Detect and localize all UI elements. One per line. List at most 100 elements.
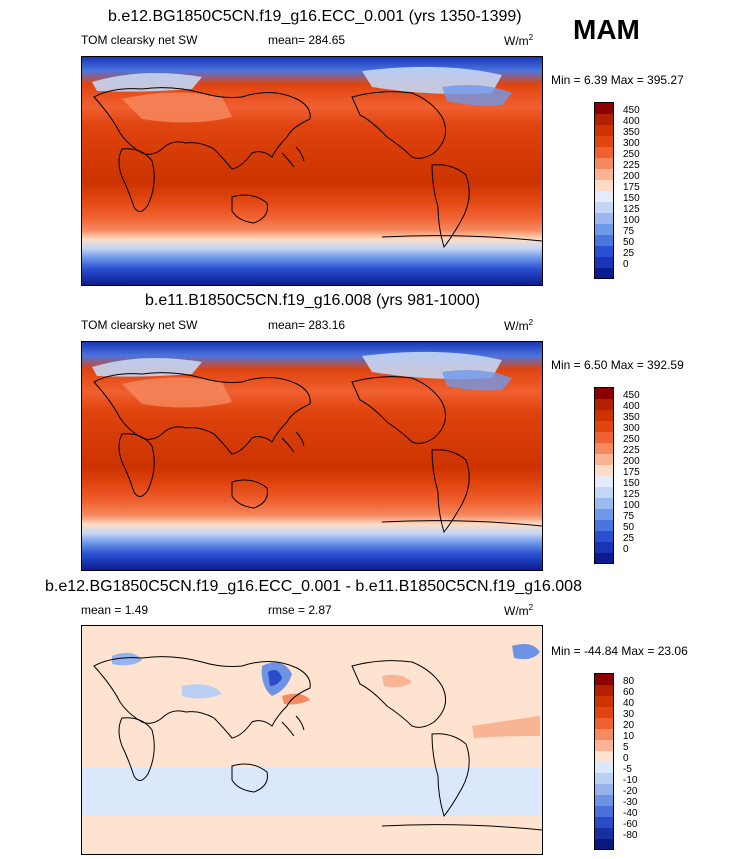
colorbar-box (595, 202, 613, 213)
colorbar-label: 20 (623, 720, 635, 731)
colorbar-box (595, 235, 613, 246)
colorbar-label: 100 (623, 500, 640, 511)
variable-label: TOM clearsky net SW (81, 318, 198, 332)
colorbar-label: 175 (623, 182, 640, 193)
colorbar-label: 175 (623, 467, 640, 478)
colorbar-box (595, 158, 613, 169)
colorbar-label: 150 (623, 193, 640, 204)
colorbar-box (595, 553, 613, 563)
colorbar-box (595, 246, 613, 257)
colorbar (594, 102, 614, 279)
colorbar-label: 50 (623, 522, 635, 533)
colorbar-label: 0 (623, 259, 629, 270)
rmse-label: rmse = 2.87 (268, 603, 332, 617)
colorbar-box (595, 421, 613, 432)
season-label: MAM (573, 14, 640, 45)
mean-label: mean= 284.65 (268, 33, 346, 47)
colorbar (594, 673, 614, 850)
map-plot (81, 341, 543, 571)
panel-title: b.e12.BG1850C5CN.f19_g16.ECC_0.001 (yrs … (108, 8, 522, 25)
colorbar-label: 250 (623, 149, 640, 160)
colorbar-label: -30 (623, 797, 638, 808)
colorbar-label: 0 (623, 544, 629, 555)
colorbar-box (595, 147, 613, 158)
colorbar-label: 80 (623, 676, 635, 687)
colorbar-label: 0 (623, 753, 629, 764)
colorbar-label: 10 (623, 731, 635, 742)
colorbar-box (595, 784, 613, 795)
colorbar-box (595, 828, 613, 839)
colorbar-label: 350 (623, 412, 640, 423)
colorbar-label: 225 (623, 160, 640, 171)
mean-label: mean = 1.49 (81, 603, 149, 617)
colorbar-label: 50 (623, 237, 635, 248)
variable-label: TOM clearsky net SW (81, 33, 198, 47)
colorbar-label: 100 (623, 215, 640, 226)
colorbar-label: 30 (623, 709, 635, 720)
colorbar-label: 250 (623, 434, 640, 445)
colorbar-box (595, 114, 613, 125)
colorbar-box (595, 465, 613, 476)
colorbar (594, 387, 614, 564)
colorbar-label: 450 (623, 105, 640, 116)
colorbar-label: -80 (623, 830, 638, 841)
min-max-label: Min = -44.84 Max = 23.06 (551, 644, 688, 658)
colorbar-label: 75 (623, 226, 635, 237)
colorbar-label: 225 (623, 445, 640, 456)
colorbar-box (595, 103, 613, 114)
colorbar-box (595, 773, 613, 784)
map-plot (81, 625, 543, 855)
colorbar-label: 5 (623, 742, 629, 753)
colorbar-label: 350 (623, 127, 640, 138)
colorbar-box (595, 718, 613, 729)
colorbar-box (595, 740, 613, 751)
colorbar-label: -10 (623, 775, 638, 786)
colorbar-box (595, 487, 613, 498)
colorbar-box (595, 685, 613, 696)
colorbar-label: 75 (623, 511, 635, 522)
units-label: W/m2 (504, 33, 534, 48)
colorbar-box (595, 751, 613, 762)
colorbar-box (595, 531, 613, 542)
colorbar-box (595, 707, 613, 718)
colorbar-label: 200 (623, 456, 640, 467)
colorbar-label: 60 (623, 687, 635, 698)
min-max-label: Min = 6.39 Max = 395.27 (551, 73, 684, 87)
colorbar-label: -20 (623, 786, 638, 797)
colorbar-box (595, 817, 613, 828)
colorbar-box (595, 729, 613, 740)
colorbar-box (595, 213, 613, 224)
colorbar-label: 300 (623, 138, 640, 149)
colorbar-label: -60 (623, 819, 638, 830)
map-svg (82, 57, 542, 285)
colorbar-box (595, 180, 613, 191)
colorbar-box (595, 696, 613, 707)
colorbar-label: 125 (623, 204, 640, 215)
colorbar-label: 400 (623, 116, 640, 127)
colorbar-box (595, 674, 613, 685)
panel-title: b.e12.BG1850C5CN.f19_g16.ECC_0.001 - b.e… (45, 578, 582, 595)
units-label: W/m2 (504, 318, 534, 333)
map-plot (81, 56, 543, 286)
colorbar-box (595, 476, 613, 487)
colorbar-box (595, 542, 613, 553)
units-label: W/m2 (504, 603, 534, 618)
colorbar-label: 400 (623, 401, 640, 412)
colorbar-box (595, 257, 613, 268)
colorbar-box (595, 806, 613, 817)
colorbar-label: 450 (623, 390, 640, 401)
colorbar-box (595, 136, 613, 147)
mean-label: mean= 283.16 (268, 318, 346, 332)
min-max-label: Min = 6.50 Max = 392.59 (551, 358, 684, 372)
colorbar-label: -5 (623, 764, 632, 775)
colorbar-box (595, 224, 613, 235)
colorbar-box (595, 498, 613, 509)
colorbar-box (595, 454, 613, 465)
colorbar-box (595, 388, 613, 399)
colorbar-box (595, 399, 613, 410)
colorbar-label: 300 (623, 423, 640, 434)
colorbar-box (595, 169, 613, 180)
colorbar-box (595, 795, 613, 806)
map-svg (82, 626, 542, 854)
colorbar-box (595, 432, 613, 443)
